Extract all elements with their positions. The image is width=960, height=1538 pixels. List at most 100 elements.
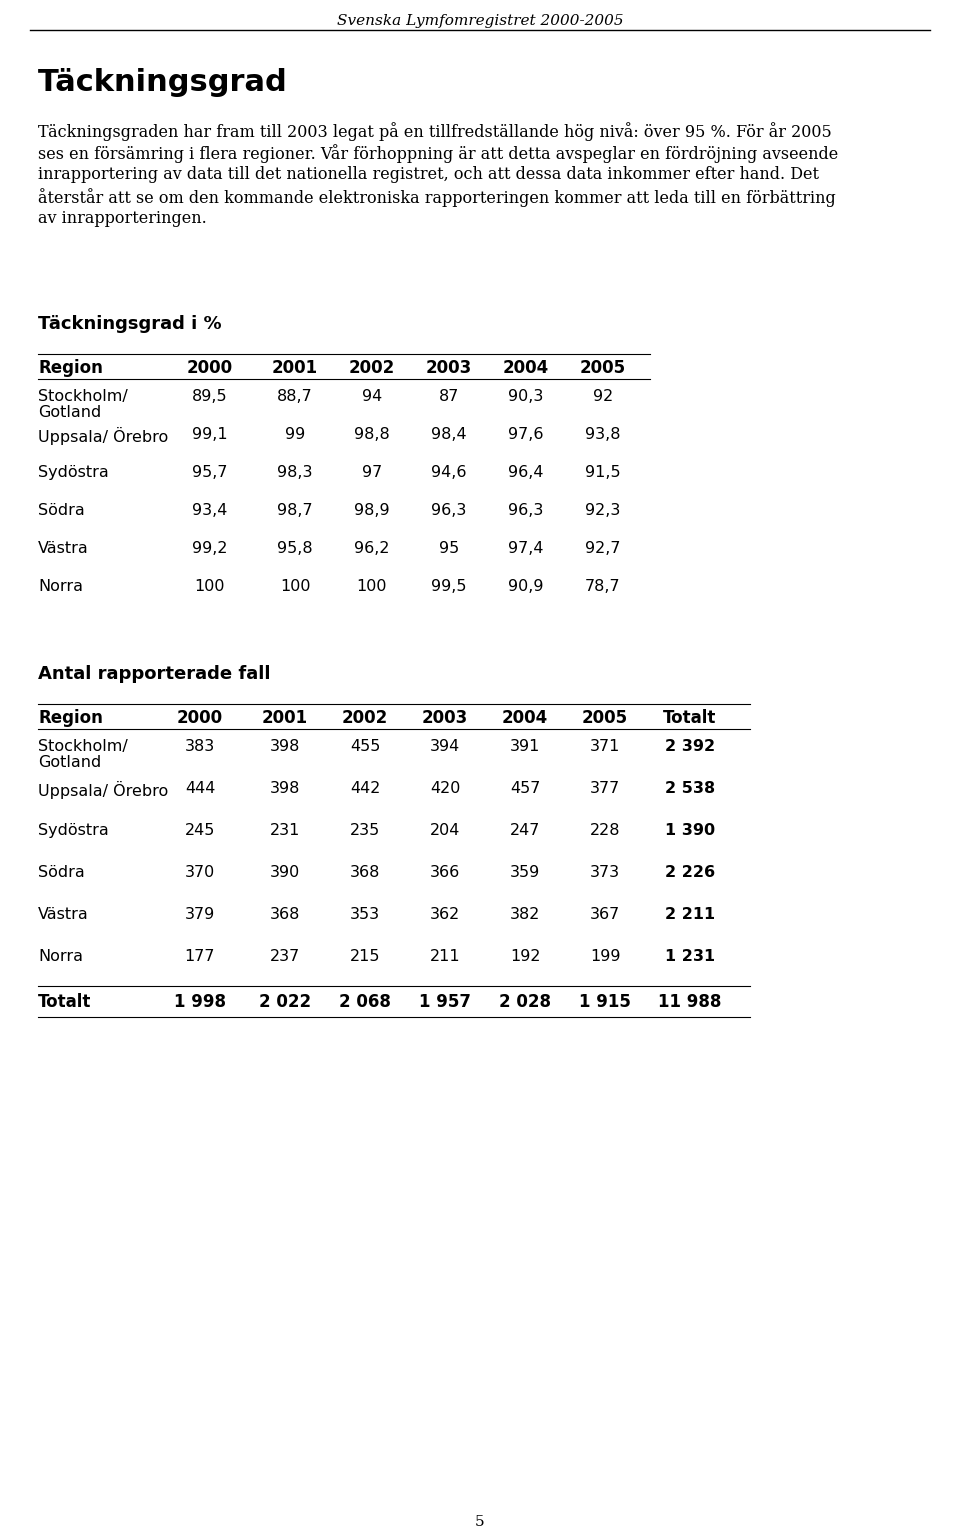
Text: 366: 366 (430, 864, 460, 880)
Text: 398: 398 (270, 781, 300, 797)
Text: 444: 444 (185, 781, 215, 797)
Text: 2002: 2002 (348, 358, 396, 377)
Text: 373: 373 (590, 864, 620, 880)
Text: 2005: 2005 (580, 358, 626, 377)
Text: 99,2: 99,2 (192, 541, 228, 557)
Text: 1 390: 1 390 (665, 823, 715, 838)
Text: 1 957: 1 957 (419, 994, 471, 1010)
Text: 2001: 2001 (272, 358, 318, 377)
Text: Västra: Västra (38, 541, 88, 557)
Text: 1 915: 1 915 (579, 994, 631, 1010)
Text: 2004: 2004 (502, 709, 548, 727)
Text: 94,6: 94,6 (431, 464, 467, 480)
Text: 95: 95 (439, 541, 459, 557)
Text: 100: 100 (279, 578, 310, 594)
Text: 2 538: 2 538 (665, 781, 715, 797)
Text: Täckningsgraden har fram till 2003 legat på en tillfredställande hög nivå: över : Täckningsgraden har fram till 2003 legat… (38, 122, 831, 141)
Text: Gotland: Gotland (38, 404, 101, 420)
Text: 211: 211 (430, 949, 460, 964)
Text: 382: 382 (510, 907, 540, 921)
Text: 93,4: 93,4 (192, 503, 228, 518)
Text: 95,7: 95,7 (192, 464, 228, 480)
Text: 391: 391 (510, 738, 540, 754)
Text: inrapportering av data till det nationella registret, och att dessa data inkomme: inrapportering av data till det nationel… (38, 166, 819, 183)
Text: Norra: Norra (38, 949, 83, 964)
Text: 99,1: 99,1 (192, 428, 228, 441)
Text: 359: 359 (510, 864, 540, 880)
Text: 368: 368 (270, 907, 300, 921)
Text: Sydöstra: Sydöstra (38, 464, 108, 480)
Text: 87: 87 (439, 389, 459, 404)
Text: Uppsala/ Örebro: Uppsala/ Örebro (38, 428, 168, 444)
Text: 2001: 2001 (262, 709, 308, 727)
Text: 99,5: 99,5 (431, 578, 467, 594)
Text: 2 022: 2 022 (259, 994, 311, 1010)
Text: 442: 442 (349, 781, 380, 797)
Text: 231: 231 (270, 823, 300, 838)
Text: 97,6: 97,6 (508, 428, 543, 441)
Text: 2 068: 2 068 (339, 994, 391, 1010)
Text: 394: 394 (430, 738, 460, 754)
Text: Täckningsgrad i %: Täckningsgrad i % (38, 315, 222, 334)
Text: Totalt: Totalt (38, 994, 91, 1010)
Text: Gotland: Gotland (38, 755, 101, 771)
Text: 5: 5 (475, 1515, 485, 1529)
Text: 379: 379 (185, 907, 215, 921)
Text: Region: Region (38, 358, 103, 377)
Text: ses en försämring i flera regioner. Vår förhoppning är att detta avspeglar en fö: ses en försämring i flera regioner. Vår … (38, 145, 838, 163)
Text: 367: 367 (589, 907, 620, 921)
Text: 98,9: 98,9 (354, 503, 390, 518)
Text: 228: 228 (589, 823, 620, 838)
Text: 92,3: 92,3 (586, 503, 621, 518)
Text: 368: 368 (349, 864, 380, 880)
Text: 96,3: 96,3 (508, 503, 543, 518)
Text: 398: 398 (270, 738, 300, 754)
Text: 96,4: 96,4 (508, 464, 543, 480)
Text: 2 226: 2 226 (665, 864, 715, 880)
Text: Uppsala/ Örebro: Uppsala/ Örebro (38, 781, 168, 800)
Text: 245: 245 (185, 823, 215, 838)
Text: 99: 99 (285, 428, 305, 441)
Text: 1 231: 1 231 (665, 949, 715, 964)
Text: 2002: 2002 (342, 709, 388, 727)
Text: Totalt: Totalt (663, 709, 717, 727)
Text: 91,5: 91,5 (586, 464, 621, 480)
Text: 2000: 2000 (187, 358, 233, 377)
Text: 1 998: 1 998 (174, 994, 226, 1010)
Text: 370: 370 (185, 864, 215, 880)
Text: 96,3: 96,3 (431, 503, 467, 518)
Text: 235: 235 (349, 823, 380, 838)
Text: Södra: Södra (38, 503, 84, 518)
Text: 90,9: 90,9 (508, 578, 543, 594)
Text: 192: 192 (510, 949, 540, 964)
Text: Sydöstra: Sydöstra (38, 823, 108, 838)
Text: 2003: 2003 (421, 709, 468, 727)
Text: 100: 100 (195, 578, 226, 594)
Text: 383: 383 (185, 738, 215, 754)
Text: 199: 199 (589, 949, 620, 964)
Text: 97,4: 97,4 (508, 541, 543, 557)
Text: 95,8: 95,8 (277, 541, 313, 557)
Text: 2003: 2003 (426, 358, 472, 377)
Text: 2005: 2005 (582, 709, 628, 727)
Text: 98,8: 98,8 (354, 428, 390, 441)
Text: 98,3: 98,3 (277, 464, 313, 480)
Text: 88,7: 88,7 (277, 389, 313, 404)
Text: 177: 177 (184, 949, 215, 964)
Text: 90,3: 90,3 (508, 389, 543, 404)
Text: 455: 455 (349, 738, 380, 754)
Text: återstår att se om den kommande elektroniska rapporteringen kommer att leda till: återstår att se om den kommande elektron… (38, 188, 836, 208)
Text: 2000: 2000 (177, 709, 223, 727)
Text: 92: 92 (593, 389, 613, 404)
Text: 98,4: 98,4 (431, 428, 467, 441)
Text: 100: 100 (357, 578, 387, 594)
Text: 2 392: 2 392 (665, 738, 715, 754)
Text: 420: 420 (430, 781, 460, 797)
Text: 2 028: 2 028 (499, 994, 551, 1010)
Text: Region: Region (38, 709, 103, 727)
Text: Norra: Norra (38, 578, 83, 594)
Text: Stockholm/: Stockholm/ (38, 389, 128, 404)
Text: 93,8: 93,8 (586, 428, 621, 441)
Text: 97: 97 (362, 464, 382, 480)
Text: Västra: Västra (38, 907, 88, 921)
